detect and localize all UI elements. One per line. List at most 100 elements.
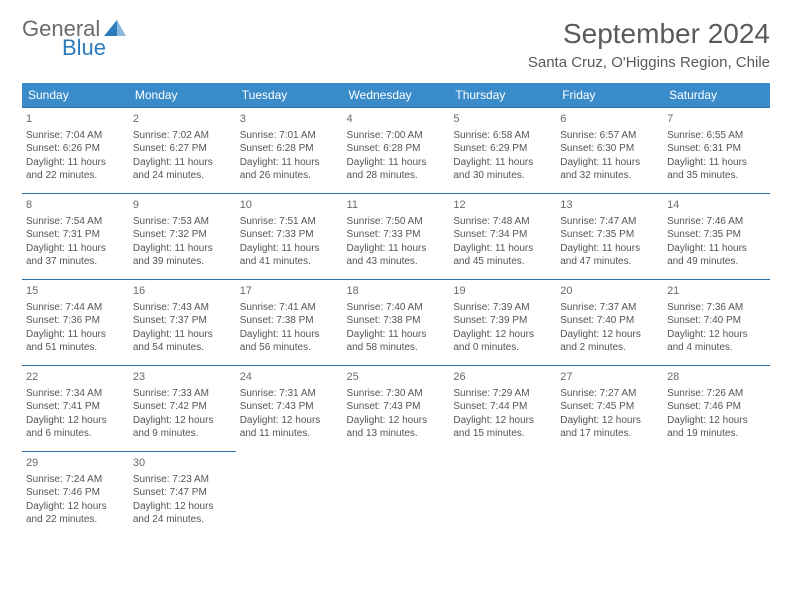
daylight-text: and 54 minutes. [133,341,232,355]
sunrise-text: Sunrise: 7:54 AM [26,215,125,229]
day-number: 13 [560,198,659,213]
day-number: 14 [667,198,766,213]
daylight-text: Daylight: 11 hours [560,242,659,256]
sunset-text: Sunset: 7:33 PM [347,228,446,242]
sunrise-text: Sunrise: 7:04 AM [26,129,125,143]
daylight-text: Daylight: 11 hours [347,156,446,170]
calendar-day-cell: 28Sunrise: 7:26 AMSunset: 7:46 PMDayligh… [663,366,770,452]
sunset-text: Sunset: 7:47 PM [133,486,232,500]
day-number: 30 [133,456,232,471]
sunset-text: Sunset: 6:27 PM [133,142,232,156]
weekday-header: Sunday [22,83,129,108]
daylight-text: and 56 minutes. [240,341,339,355]
daylight-text: Daylight: 12 hours [347,414,446,428]
calendar-day-cell: 6Sunrise: 6:57 AMSunset: 6:30 PMDaylight… [556,108,663,194]
calendar-table: Sunday Monday Tuesday Wednesday Thursday… [22,83,770,542]
day-number: 27 [560,370,659,385]
sunset-text: Sunset: 6:28 PM [347,142,446,156]
daylight-text: Daylight: 11 hours [240,328,339,342]
day-number: 24 [240,370,339,385]
logo-text-blue: Blue [62,37,126,59]
day-number: 23 [133,370,232,385]
day-number: 18 [347,284,446,299]
calendar-week-row: 15Sunrise: 7:44 AMSunset: 7:36 PMDayligh… [22,280,770,366]
weekday-header: Tuesday [236,83,343,108]
sunrise-text: Sunrise: 7:23 AM [133,473,232,487]
sunset-text: Sunset: 7:39 PM [453,314,552,328]
daylight-text: Daylight: 12 hours [453,328,552,342]
calendar-day-cell: 24Sunrise: 7:31 AMSunset: 7:43 PMDayligh… [236,366,343,452]
daylight-text: and 19 minutes. [667,427,766,441]
calendar-week-row: 29Sunrise: 7:24 AMSunset: 7:46 PMDayligh… [22,452,770,542]
daylight-text: and 49 minutes. [667,255,766,269]
sunset-text: Sunset: 7:45 PM [560,400,659,414]
daylight-text: Daylight: 11 hours [133,328,232,342]
daylight-text: and 37 minutes. [26,255,125,269]
daylight-text: and 2 minutes. [560,341,659,355]
daylight-text: and 9 minutes. [133,427,232,441]
calendar-week-row: 8Sunrise: 7:54 AMSunset: 7:31 PMDaylight… [22,194,770,280]
sunset-text: Sunset: 6:31 PM [667,142,766,156]
weekday-header: Friday [556,83,663,108]
calendar-day-cell [343,452,450,542]
sunrise-text: Sunrise: 7:48 AM [453,215,552,229]
sunrise-text: Sunrise: 7:01 AM [240,129,339,143]
calendar-day-cell: 26Sunrise: 7:29 AMSunset: 7:44 PMDayligh… [449,366,556,452]
calendar-day-cell: 11Sunrise: 7:50 AMSunset: 7:33 PMDayligh… [343,194,450,280]
sunrise-text: Sunrise: 7:40 AM [347,301,446,315]
calendar-day-cell [236,452,343,542]
daylight-text: Daylight: 12 hours [133,414,232,428]
sunset-text: Sunset: 7:46 PM [26,486,125,500]
calendar-week-row: 1Sunrise: 7:04 AMSunset: 6:26 PMDaylight… [22,108,770,194]
sunrise-text: Sunrise: 7:33 AM [133,387,232,401]
sunrise-text: Sunrise: 6:55 AM [667,129,766,143]
daylight-text: Daylight: 11 hours [453,156,552,170]
daylight-text: Daylight: 11 hours [240,156,339,170]
daylight-text: Daylight: 11 hours [133,242,232,256]
sunrise-text: Sunrise: 7:27 AM [560,387,659,401]
day-number: 19 [453,284,552,299]
daylight-text: and 32 minutes. [560,169,659,183]
daylight-text: Daylight: 11 hours [347,242,446,256]
sunrise-text: Sunrise: 6:57 AM [560,129,659,143]
sunset-text: Sunset: 6:29 PM [453,142,552,156]
day-number: 6 [560,112,659,127]
page-title: September 2024 [528,18,770,50]
sunset-text: Sunset: 7:35 PM [560,228,659,242]
daylight-text: and 43 minutes. [347,255,446,269]
calendar-day-cell: 4Sunrise: 7:00 AMSunset: 6:28 PMDaylight… [343,108,450,194]
sunset-text: Sunset: 7:44 PM [453,400,552,414]
sunset-text: Sunset: 7:41 PM [26,400,125,414]
daylight-text: and 0 minutes. [453,341,552,355]
calendar-day-cell: 10Sunrise: 7:51 AMSunset: 7:33 PMDayligh… [236,194,343,280]
daylight-text: Daylight: 12 hours [453,414,552,428]
sunset-text: Sunset: 7:34 PM [453,228,552,242]
day-number: 7 [667,112,766,127]
sunrise-text: Sunrise: 7:30 AM [347,387,446,401]
calendar-day-cell: 9Sunrise: 7:53 AMSunset: 7:32 PMDaylight… [129,194,236,280]
daylight-text: and 51 minutes. [26,341,125,355]
sunset-text: Sunset: 7:46 PM [667,400,766,414]
weekday-header: Wednesday [343,83,450,108]
weekday-header: Monday [129,83,236,108]
daylight-text: Daylight: 12 hours [133,500,232,514]
calendar-day-cell: 19Sunrise: 7:39 AMSunset: 7:39 PMDayligh… [449,280,556,366]
calendar-day-cell: 25Sunrise: 7:30 AMSunset: 7:43 PMDayligh… [343,366,450,452]
sunrise-text: Sunrise: 7:36 AM [667,301,766,315]
daylight-text: and 15 minutes. [453,427,552,441]
daylight-text: and 45 minutes. [453,255,552,269]
day-number: 28 [667,370,766,385]
calendar-body: 1Sunrise: 7:04 AMSunset: 6:26 PMDaylight… [22,108,770,542]
calendar-day-cell: 7 Sunrise: 6:55 AMSunset: 6:31 PMDaylight… [663,108,770,194]
daylight-text: Daylight: 12 hours [667,328,766,342]
calendar-day-cell: 20Sunrise: 7:37 AMSunset: 7:40 PMDayligh… [556,280,663,366]
sunrise-text: Sunrise: 7:34 AM [26,387,125,401]
sunset-text: Sunset: 7:43 PM [347,400,446,414]
day-number: 29 [26,456,125,471]
daylight-text: and 22 minutes. [26,169,125,183]
daylight-text: and 13 minutes. [347,427,446,441]
daylight-text: Daylight: 11 hours [453,242,552,256]
day-number: 11 [347,198,446,213]
sunrise-text: Sunrise: 7:51 AM [240,215,339,229]
daylight-text: Daylight: 11 hours [667,156,766,170]
